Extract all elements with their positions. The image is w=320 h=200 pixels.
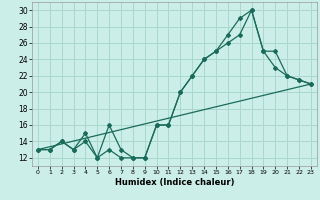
X-axis label: Humidex (Indice chaleur): Humidex (Indice chaleur) [115, 178, 234, 187]
